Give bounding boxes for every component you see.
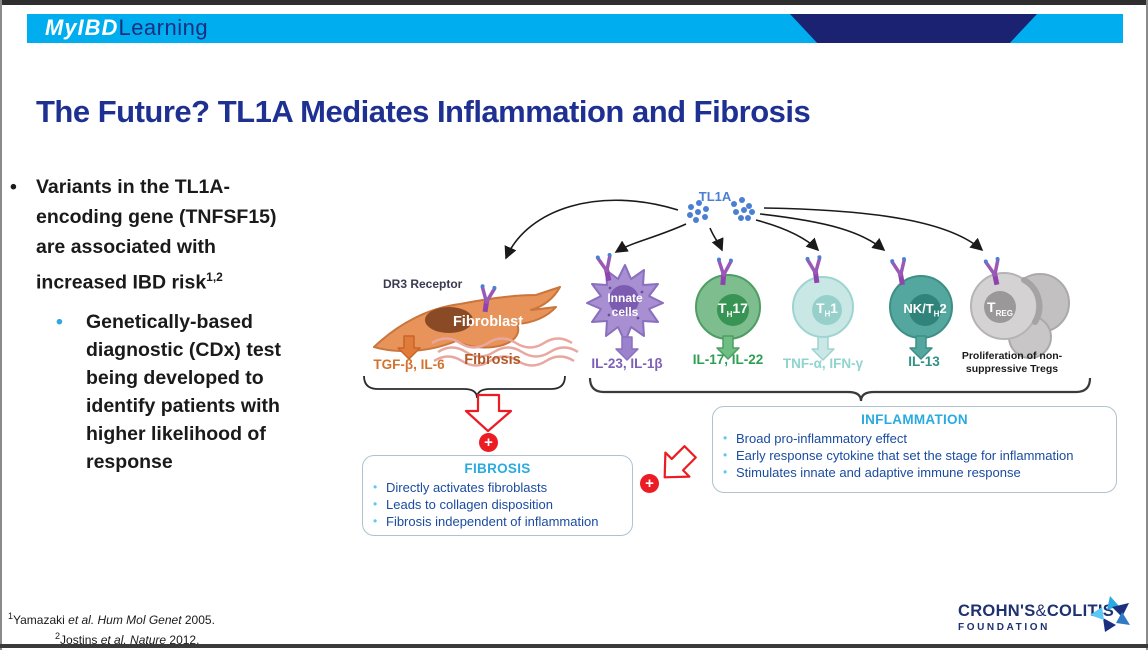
slide-bottom-border xyxy=(0,644,1148,648)
foundation-star-icon xyxy=(1090,596,1130,632)
slide-top-border xyxy=(0,0,1148,5)
nk-th2-label: NK/TH2 xyxy=(903,301,947,319)
fibrosis-word-label: Fibrosis xyxy=(464,352,521,368)
bullet-sub: • Genetically-based diagnostic (CDx) tes… xyxy=(10,308,345,476)
il17-il22-label: IL-17, IL-22 xyxy=(692,352,764,367)
bullet-dot-icon: • xyxy=(723,431,728,445)
nk-th2-cell-icon xyxy=(889,275,953,339)
il23-il1b-label: IL-23, IL-1β xyxy=(591,356,663,371)
fibrosis-box: FIBROSIS • Directly activates fibroblasts… xyxy=(362,455,633,536)
logo-foundation: FOUNDATION xyxy=(958,622,1050,633)
th17-label: TH17 xyxy=(718,300,748,319)
dr3-receptor-label: DR3 Receptor xyxy=(383,277,463,291)
bullet-dot-icon: • xyxy=(10,176,17,198)
reference-2: 2Jostins et al. Nature 2012. xyxy=(8,628,215,648)
list-item: • Leads to collagen disposition xyxy=(373,496,622,513)
slide-left-border xyxy=(0,0,2,650)
treg-proliferation-label: Proliferation of non- suppressive Tregs xyxy=(961,350,1063,375)
list-item-text: Directly activates fibroblasts xyxy=(386,480,548,495)
inflammation-box: INFLAMMATION • Broad pro-inflammatory eff… xyxy=(712,406,1117,493)
bullet-list: • Variants in the TL1A- encoding gene (T… xyxy=(10,172,345,476)
brand-myibd: MyIBD xyxy=(45,15,119,40)
th1-cell-icon xyxy=(792,276,854,338)
header-navy-trapezoid xyxy=(790,14,1037,43)
reference-1: 1Yamazaki et al. Hum Mol Genet 2005. xyxy=(8,608,215,628)
bullet-dot-icon: • xyxy=(373,514,378,528)
innate-cell-icon xyxy=(586,264,664,343)
list-item: • Broad pro-inflammatory effect xyxy=(723,430,1106,447)
bullet-sub-text: Genetically-based diagnostic (CDx) test … xyxy=(86,310,282,473)
fibrosis-box-title: FIBROSIS xyxy=(464,461,531,476)
inflammation-box-title: INFLAMMATION xyxy=(861,412,968,427)
reference-author: Jostins xyxy=(60,633,101,647)
tgf-il6-label: TGF-β, IL-6 xyxy=(373,357,445,372)
list-item: • Directly activates fibroblasts xyxy=(373,479,622,496)
inflammation-brace xyxy=(588,377,1092,402)
inflammation-red-arrow-icon xyxy=(663,445,697,479)
reference-year: 2012. xyxy=(169,633,200,647)
bullet-dot-icon: • xyxy=(723,465,728,479)
brand-learning: Learning xyxy=(118,15,209,40)
bullet-main-superscript: 1,2 xyxy=(206,270,223,284)
header-bar: MyIBDLearning xyxy=(27,14,1123,43)
sub-bullet-dot-icon: • xyxy=(56,310,63,333)
plus-icon: + xyxy=(640,474,659,493)
fibroblast-label: Fibroblast xyxy=(452,314,524,330)
reference-journal: et al. Nature xyxy=(100,633,170,647)
innate-cells-label: Innate cells xyxy=(607,291,643,319)
tl1a-arrows xyxy=(504,199,984,260)
reference-superscript: 1 xyxy=(8,611,14,621)
bullet-main: • Variants in the TL1A- encoding gene (T… xyxy=(10,172,345,298)
treg-label: TREG xyxy=(987,299,1013,318)
fibrosis-brace xyxy=(363,375,566,399)
reference-author: Yamazaki xyxy=(13,613,69,627)
fibrosis-red-arrow-icon xyxy=(464,393,513,433)
brand-logo: MyIBDLearning xyxy=(45,15,208,41)
list-item: • Early response cytokine that set the st… xyxy=(723,447,1106,464)
bullet-dot-icon: • xyxy=(723,448,728,462)
page-title: The Future? TL1A Mediates Inflammation a… xyxy=(36,94,811,129)
list-item-text: Early response cytokine that set the sta… xyxy=(736,448,1074,463)
il13-label: IL-13 xyxy=(908,354,940,369)
th1-label: TH1 xyxy=(816,301,838,319)
plus-icon: + xyxy=(479,433,498,452)
tl1a-ligand-dots-icon xyxy=(687,197,755,223)
treg-cells-icon xyxy=(970,272,1070,359)
tnfa-ifng-label: TNF-α, IFN-γ xyxy=(782,356,864,371)
bullet-main-text: Variants in the TL1A- encoding gene (TNF… xyxy=(36,172,277,298)
tl1a-label: TL1A xyxy=(698,189,732,204)
references: 1Yamazaki et al. Hum Mol Genet 2005. 2Jo… xyxy=(8,608,215,648)
th17-cell-icon xyxy=(695,274,761,340)
reference-year: 2005. xyxy=(184,613,215,627)
tl1a-pathway-diagram xyxy=(363,197,1092,479)
bullet-dot-icon: • xyxy=(373,480,378,494)
bullet-dot-icon: • xyxy=(373,497,378,511)
reference-journal: et al. Hum Mol Genet xyxy=(68,613,185,627)
list-item-text: Stimulates innate and adaptive immune re… xyxy=(736,465,1021,480)
list-item-text: Leads to collagen disposition xyxy=(386,497,553,512)
list-item-text: Fibrosis independent of inflammation xyxy=(386,514,599,529)
fibrosis-fibers-icon xyxy=(431,337,579,367)
list-item: • Fibrosis independent of inflammation xyxy=(373,513,622,530)
list-item: • Stimulates innate and adaptive immune r… xyxy=(723,464,1106,481)
reference-superscript: 2 xyxy=(55,631,61,641)
bullet-main-last-line: increased IBD risk xyxy=(36,271,207,294)
slide-right-border xyxy=(1146,0,1148,650)
bullet-main-lines: Variants in the TL1A- encoding gene (TNF… xyxy=(36,176,277,258)
list-item-text: Broad pro-inflammatory effect xyxy=(736,431,907,446)
